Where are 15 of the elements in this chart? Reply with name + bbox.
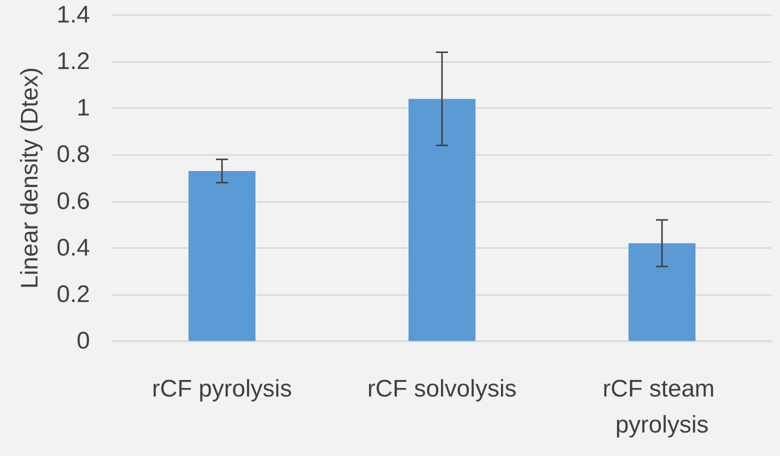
x-tick-label: rCF pyrolysis: [152, 376, 292, 402]
y-tick-label: 0.6: [56, 188, 90, 215]
y-tick-label: 1.4: [56, 2, 90, 28]
y-tick-label: 0.4: [56, 234, 90, 262]
y-tick-label: 1: [76, 94, 90, 122]
y-tick-label: 0: [76, 328, 90, 354]
y-tick-label: 0.8: [56, 141, 90, 168]
bar: [408, 98, 476, 341]
y-tick-label: 0.2: [56, 280, 90, 308]
y-axis-title: Linear density (Dtex): [16, 67, 44, 289]
bar: [628, 243, 696, 341]
bar: [188, 171, 256, 341]
y-tick-label: 1.2: [56, 48, 90, 76]
x-tick-label: rCF steam pyrolysis: [602, 376, 722, 438]
x-tick-label: rCF solvolysis: [367, 376, 517, 402]
